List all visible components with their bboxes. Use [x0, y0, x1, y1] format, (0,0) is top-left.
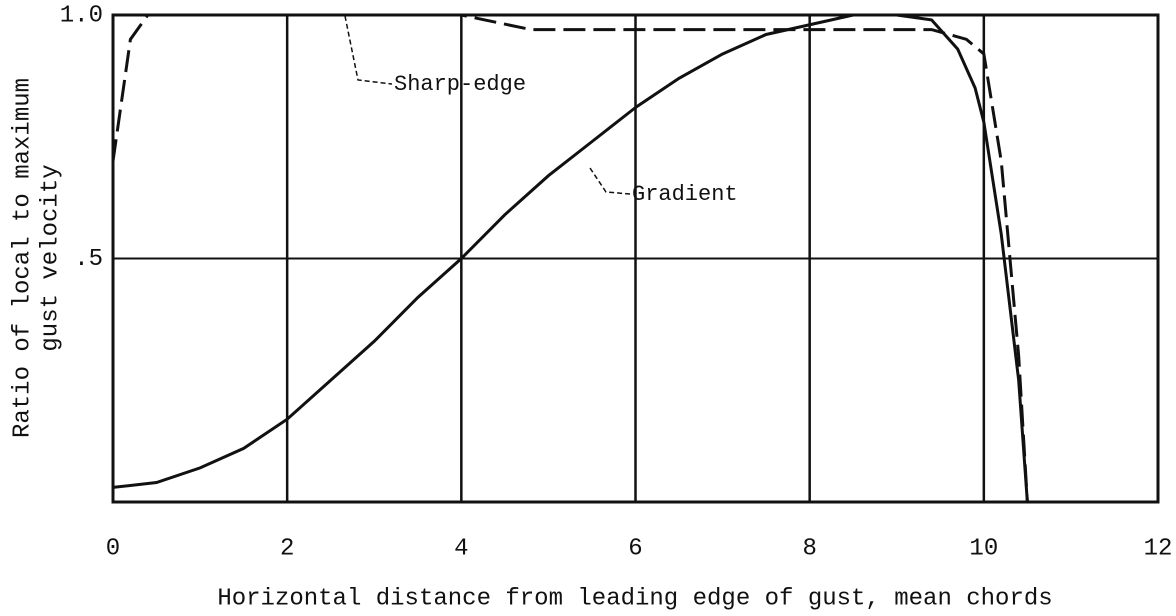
x-tick-label: 4 — [454, 535, 468, 562]
x-tick-label: 6 — [628, 535, 642, 562]
y-tick-label: .5 — [74, 246, 103, 273]
x-tick-label: 2 — [280, 535, 294, 562]
y-axis-label: gust velocity — [37, 164, 64, 351]
annotation-leader — [589, 167, 631, 195]
annotation: Gradient — [632, 182, 738, 207]
annotation: Sharp-edge — [394, 72, 526, 97]
series-line — [112, 13, 1029, 503]
plot-frame — [111, 13, 1160, 504]
x-tick-label: 12 — [1144, 535, 1173, 562]
x-tick-label: 0 — [106, 535, 120, 562]
series-line — [111, 13, 1029, 503]
x-axis-label: Horizontal distance from leading edge of… — [217, 585, 1052, 612]
x-tick-label: 10 — [969, 535, 998, 562]
y-axis-label: Ratio of local to maximum — [9, 78, 36, 438]
annotation-leader — [344, 15, 393, 85]
x-tick-label: 8 — [802, 535, 816, 562]
y-tick-label: 1.0 — [60, 2, 103, 29]
